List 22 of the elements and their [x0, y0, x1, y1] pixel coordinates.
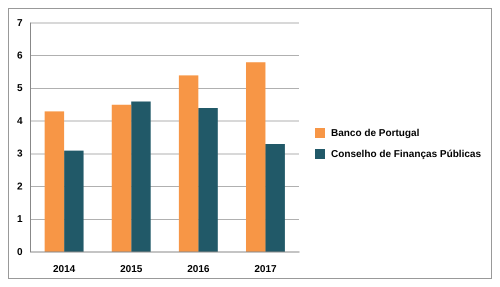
x-tick-label: 2015: [120, 264, 143, 275]
y-tick-label: 6: [17, 50, 23, 62]
y-tick-label: 1: [17, 214, 23, 226]
x-tick-label: 2014: [52, 264, 76, 275]
y-tick-label: 5: [17, 83, 23, 94]
bar: [246, 62, 266, 252]
y-tick-label: 0: [17, 246, 23, 258]
y-tick-label: 3: [17, 148, 23, 160]
bar: [178, 75, 198, 252]
legend-label: Banco de Portugal: [331, 128, 420, 138]
bar: [198, 108, 218, 252]
legend-label: Conselho de Finanças Públicas: [331, 148, 482, 160]
bar: [265, 144, 285, 252]
y-tick-label: 4: [17, 116, 23, 127]
bar: [64, 150, 84, 252]
y-tick-label: 7: [17, 18, 23, 29]
bar: [131, 102, 151, 252]
y-tick-label: 2: [17, 181, 23, 192]
bar: [44, 111, 64, 252]
bar: [112, 104, 132, 252]
x-tick-label: 2017: [254, 264, 278, 275]
x-tick-label: 2016: [187, 264, 210, 275]
